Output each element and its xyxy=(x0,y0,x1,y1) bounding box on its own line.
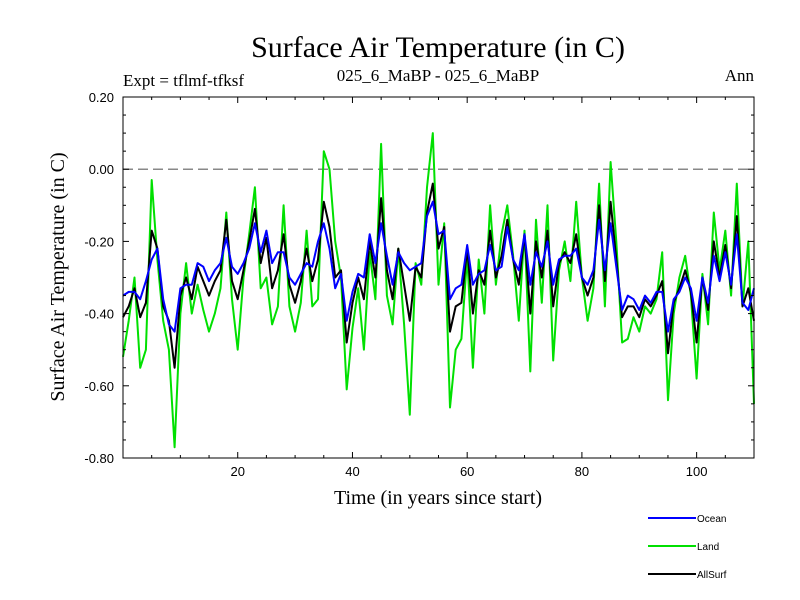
legend: Ocean Land AllSurf xyxy=(648,514,727,581)
period-label: 025_6_MaBP - 025_6_MaBP xyxy=(337,66,539,85)
y-axis-title: Surface Air Temperature (in C) xyxy=(47,152,69,401)
x-tick-label: 60 xyxy=(460,464,474,479)
x-tick-label: 80 xyxy=(575,464,589,479)
legend-label-allsurf: AllSurf xyxy=(697,570,727,581)
season-label: Ann xyxy=(725,66,755,85)
y-tick-label: -0.60 xyxy=(84,379,114,394)
legend-label-land: Land xyxy=(697,542,719,553)
series-line-allsurf xyxy=(122,182,755,369)
x-tick-label: 100 xyxy=(686,464,708,479)
x-axis: 20 40 60 80 100 xyxy=(151,97,726,479)
legend-label-ocean: Ocean xyxy=(697,514,726,525)
experiment-label: Expt = tflmf-tfksf xyxy=(123,71,244,90)
y-tick-label: -0.80 xyxy=(84,451,114,466)
plot-area xyxy=(122,132,755,449)
y-tick-label: -0.40 xyxy=(84,307,114,322)
y-tick-label: 0.20 xyxy=(89,90,114,105)
chart-title: Surface Air Temperature (in C) xyxy=(251,31,625,64)
y-tick-label: 0.00 xyxy=(89,162,114,177)
x-axis-title: Time (in years since start) xyxy=(334,487,542,509)
x-tick-label: 20 xyxy=(230,464,244,479)
y-tick-label: -0.20 xyxy=(84,234,114,249)
y-axis: 0.20 0.00 -0.20 -0.40 -0.60 -0.80 xyxy=(84,90,754,466)
x-tick-label: 40 xyxy=(345,464,359,479)
series-line-ocean xyxy=(122,200,755,333)
